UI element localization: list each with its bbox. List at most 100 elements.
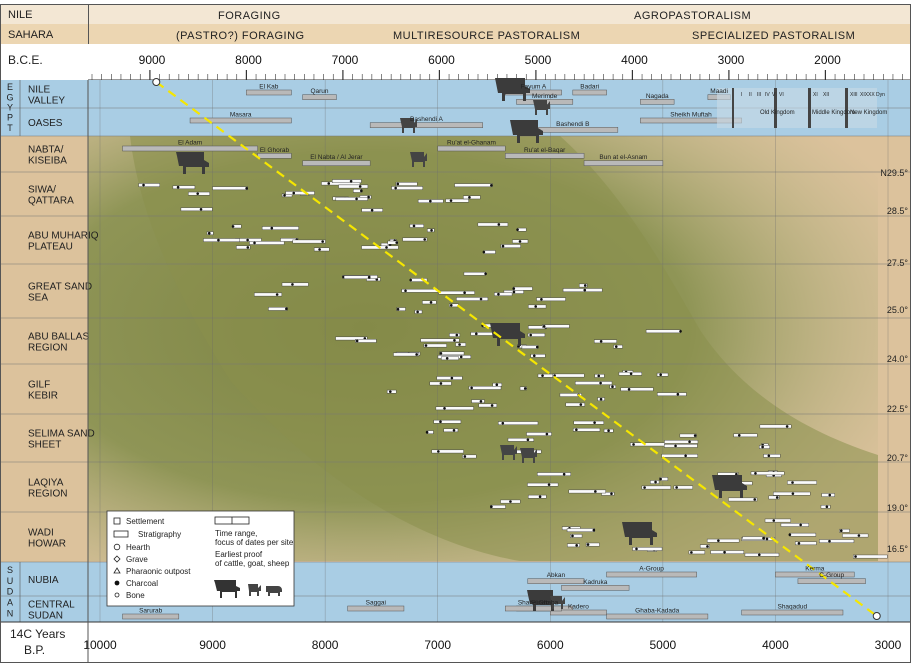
bp-label-unit: B.P.: [24, 643, 45, 657]
site-charcoal: [318, 248, 321, 251]
site-charcoal: [523, 387, 527, 390]
legend-cattle-icon: [214, 580, 240, 598]
site-charcoal: [797, 541, 801, 545]
site-range: [780, 523, 809, 527]
dyn-XI: XI: [813, 92, 818, 98]
site-range: [630, 442, 666, 447]
site-range: [759, 424, 792, 429]
legend-box: [106, 510, 295, 607]
legend-settlement-symbol: [113, 517, 121, 525]
site-charcoal: [358, 185, 362, 188]
site-range: [395, 182, 418, 186]
site-charcoal: [532, 354, 536, 358]
site-charcoal: [512, 290, 516, 294]
bp-tick-label: 10000: [83, 638, 117, 652]
site-charcoal: [597, 374, 601, 378]
site-range: [566, 528, 595, 532]
site-range: [601, 492, 615, 496]
site-charcoal: [484, 272, 487, 276]
legend-charcoal: Charcoal: [126, 579, 158, 588]
culture-label: El Nabta / Al Jerar: [310, 154, 363, 161]
cattle-icon: [495, 78, 530, 101]
culture-bar: [246, 89, 292, 96]
legend-outpost-symbol: [113, 567, 121, 574]
site-range: [433, 419, 462, 424]
culture-bar: [122, 613, 180, 620]
site-charcoal: [497, 292, 500, 296]
site-charcoal: [538, 495, 542, 499]
site-charcoal: [767, 454, 771, 458]
site-range: [795, 541, 817, 546]
site-range: [463, 195, 481, 200]
sahara-row-label: SAHARA: [8, 29, 54, 41]
group-letter: T: [7, 123, 13, 133]
region-label: NILE VALLEY: [28, 85, 65, 107]
site-charcoal: [283, 193, 286, 197]
culture-label: Bashendi B: [556, 121, 589, 128]
region-label: CENTRAL SUDAN: [28, 600, 75, 622]
site-charcoal: [409, 278, 413, 282]
site-range: [409, 224, 424, 228]
culture-label: Bashendi A: [410, 116, 444, 123]
region-label: NUBIA: [28, 575, 59, 586]
culture-label: Kadero: [568, 604, 589, 611]
site-charcoal: [611, 385, 614, 389]
region-labels: NILE VALLEY OASES NABTA/KISEIBA SIWA/QATTARA…: [6, 80, 99, 622]
site-range: [537, 472, 571, 476]
old-kingdom-label: Old Kingdom: [760, 110, 795, 116]
site-range: [744, 552, 780, 557]
site-charcoal: [363, 337, 367, 340]
site-charcoal: [452, 428, 456, 432]
nile-divider: [88, 4, 89, 44]
site-range: [664, 444, 698, 448]
cattle-icon: [490, 323, 525, 346]
bce-tick-label: 6000: [428, 53, 455, 67]
site-charcoal: [579, 403, 583, 406]
middle-kingdom-label: Middle Kingdom: [812, 110, 855, 116]
region-label: WADI HOWAR: [28, 528, 66, 550]
site-charcoal: [542, 324, 546, 328]
culture-bars: [122, 89, 866, 620]
site-charcoal: [675, 486, 678, 489]
vertical-grid: [99, 80, 889, 622]
site-range: [338, 184, 369, 189]
culture-label: Fayum A: [521, 84, 547, 91]
site-charcoal: [571, 534, 574, 538]
site-charcoal: [470, 386, 473, 390]
site-charcoal: [526, 438, 530, 442]
site-range: [657, 392, 687, 397]
site-charcoal: [246, 246, 250, 249]
site-charcoal: [791, 481, 794, 484]
legend-stratigraphy-symbol: [113, 530, 129, 538]
site-range: [573, 420, 604, 425]
site-range: [527, 494, 547, 499]
sahara-period-specialized: SPECIALIZED PASTORALISM: [692, 30, 855, 42]
site-charcoal: [367, 195, 370, 199]
site-range: [335, 336, 368, 341]
site-charcoal: [791, 492, 795, 495]
culture-bar: [606, 571, 697, 578]
culture-bar: [640, 99, 675, 105]
dyn-II: II: [749, 92, 752, 98]
site-charcoal: [516, 228, 519, 231]
site-charcoal: [217, 238, 220, 242]
site-charcoal: [396, 182, 400, 186]
bce-header-bg: [0, 44, 911, 80]
culture-label: Qarun: [310, 88, 328, 95]
site-charcoal: [717, 539, 720, 542]
site-charcoal: [497, 223, 501, 226]
site-range: [526, 432, 552, 436]
site-markers: [138, 179, 888, 559]
site-charcoal: [547, 483, 551, 486]
legend-grave-symbol: [113, 555, 121, 563]
site-range: [527, 482, 559, 487]
culture-bar: [347, 605, 405, 612]
site-range: [468, 386, 502, 390]
goat-icon: [533, 100, 550, 115]
cattle-icon: [510, 120, 543, 143]
site-charcoal: [828, 539, 831, 543]
culture-bar: [550, 609, 607, 616]
bp-tick-label: 3000: [875, 638, 902, 652]
site-range: [620, 387, 654, 392]
